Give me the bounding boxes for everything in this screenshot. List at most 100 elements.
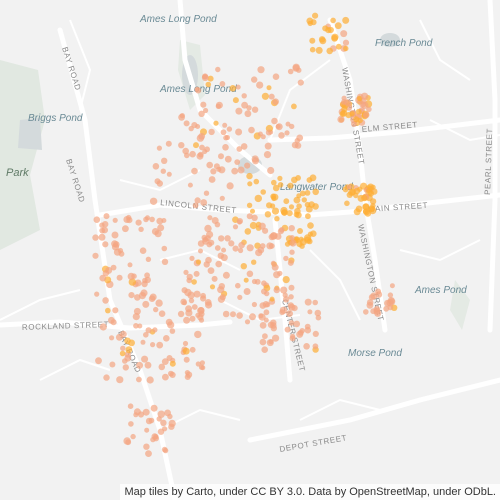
data-point <box>127 262 133 268</box>
data-point <box>361 92 369 100</box>
data-point <box>142 408 150 416</box>
data-point <box>272 73 280 80</box>
data-point <box>366 299 374 306</box>
data-point <box>309 174 317 182</box>
data-point <box>103 374 110 381</box>
data-point <box>267 166 275 175</box>
data-point <box>183 269 189 275</box>
data-point <box>263 151 272 159</box>
data-point <box>184 288 192 297</box>
data-point <box>191 304 198 310</box>
data-point <box>334 22 342 30</box>
data-point <box>287 68 294 75</box>
data-point <box>200 295 207 302</box>
data-point <box>132 313 140 321</box>
data-point <box>130 433 136 440</box>
data-point <box>261 92 269 100</box>
data-point <box>353 192 359 199</box>
data-point <box>202 73 209 80</box>
data-point <box>145 450 152 457</box>
data-point <box>327 26 334 34</box>
data-point <box>184 152 190 159</box>
data-point <box>235 107 243 115</box>
data-point <box>182 300 187 306</box>
data-point <box>362 111 370 119</box>
data-point <box>208 176 216 183</box>
label-bay-road-middle: BAY ROAD <box>64 158 87 204</box>
data-point <box>262 227 269 234</box>
data-point <box>235 84 241 90</box>
data-point <box>99 227 106 234</box>
data-point <box>195 361 201 367</box>
data-point <box>344 200 350 207</box>
data-point <box>337 115 345 123</box>
data-point <box>146 376 154 384</box>
data-point <box>241 93 247 99</box>
data-point <box>112 307 119 314</box>
data-point <box>251 76 258 83</box>
label-rockland-street: ROCKLAND STREET <box>22 320 109 332</box>
data-point <box>307 222 314 229</box>
data-point <box>189 315 196 322</box>
data-point <box>251 214 258 221</box>
data-point <box>285 121 291 127</box>
data-point <box>251 259 257 265</box>
data-point <box>215 66 221 73</box>
data-point <box>297 228 303 234</box>
data-point <box>388 298 396 306</box>
data-point <box>264 142 272 150</box>
data-point <box>194 330 202 339</box>
data-point <box>270 260 276 266</box>
data-point <box>215 101 223 109</box>
data-point <box>193 290 201 298</box>
data-point <box>305 213 311 220</box>
data-point <box>261 288 267 295</box>
data-point <box>339 110 346 117</box>
data-point <box>197 240 205 247</box>
data-point <box>102 221 109 228</box>
data-point <box>142 277 148 284</box>
data-point <box>301 197 307 203</box>
data-point <box>200 199 208 206</box>
data-point <box>309 46 316 53</box>
data-point <box>163 335 170 342</box>
data-point <box>257 246 265 254</box>
data-point <box>340 30 348 38</box>
data-point <box>142 300 150 308</box>
data-point <box>143 443 150 450</box>
data-point <box>230 311 236 318</box>
data-point <box>355 108 362 115</box>
data-point <box>299 243 305 249</box>
data-point <box>271 196 277 202</box>
data-point <box>232 224 239 230</box>
data-point <box>166 355 173 361</box>
data-point <box>257 131 263 137</box>
data-point <box>312 203 319 210</box>
data-point <box>199 360 205 366</box>
data-point <box>286 310 293 317</box>
data-point <box>99 274 107 282</box>
label-bay-road-north: BAY ROAD <box>60 46 83 92</box>
data-point <box>287 259 294 266</box>
data-point <box>357 186 363 192</box>
data-point <box>206 230 214 239</box>
data-point <box>304 326 312 334</box>
data-point <box>387 304 394 311</box>
data-point <box>343 45 349 52</box>
label-briggs-pond: Briggs Pond <box>28 113 83 124</box>
data-point <box>249 221 257 230</box>
data-point <box>268 339 274 345</box>
data-point <box>192 202 199 209</box>
data-point <box>222 122 228 128</box>
data-point <box>370 292 378 300</box>
label-main-street: MAIN STREET <box>368 201 429 214</box>
label-french-pond: French Pond <box>375 38 433 49</box>
data-point <box>272 334 280 342</box>
data-point <box>277 175 283 181</box>
data-point <box>218 153 224 160</box>
data-point <box>105 266 113 274</box>
data-point <box>291 305 298 312</box>
data-point <box>351 121 357 127</box>
